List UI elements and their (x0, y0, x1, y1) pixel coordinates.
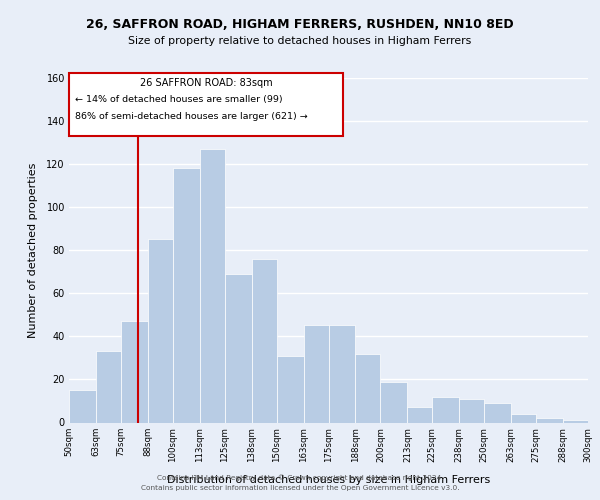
Bar (432, 396, 459, 422)
Bar (251, 258, 277, 422)
Bar (407, 408, 432, 422)
Text: Contains public sector information licensed under the Open Government Licence v3: Contains public sector information licen… (140, 485, 460, 491)
Bar (380, 382, 407, 422)
Bar (69, 390, 96, 422)
Bar (148, 239, 173, 422)
Bar (329, 326, 355, 422)
Y-axis label: Number of detached properties: Number of detached properties (28, 162, 38, 338)
Bar (224, 274, 251, 422)
X-axis label: Distribution of detached houses by size in Higham Ferrers: Distribution of detached houses by size … (167, 476, 490, 486)
Bar (121, 321, 148, 422)
Bar (96, 352, 121, 422)
Bar (536, 418, 563, 422)
Bar (459, 399, 484, 422)
FancyBboxPatch shape (69, 73, 343, 136)
Bar (355, 354, 380, 422)
Bar (304, 326, 329, 422)
Bar (200, 148, 224, 422)
Text: 26, SAFFRON ROAD, HIGHAM FERRERS, RUSHDEN, NN10 8ED: 26, SAFFRON ROAD, HIGHAM FERRERS, RUSHDE… (86, 18, 514, 30)
Text: 86% of semi-detached houses are larger (621) →: 86% of semi-detached houses are larger (… (75, 112, 308, 121)
Bar (563, 420, 588, 422)
Text: Contains HM Land Registry data © Crown copyright and database right 2024.: Contains HM Land Registry data © Crown c… (157, 474, 443, 481)
Bar (511, 414, 536, 422)
Text: 26 SAFFRON ROAD: 83sqm: 26 SAFFRON ROAD: 83sqm (140, 78, 272, 88)
Bar (173, 168, 200, 422)
Bar (484, 403, 511, 422)
Text: Size of property relative to detached houses in Higham Ferrers: Size of property relative to detached ho… (128, 36, 472, 46)
Bar (277, 356, 304, 422)
Text: ← 14% of detached houses are smaller (99): ← 14% of detached houses are smaller (99… (75, 94, 283, 104)
